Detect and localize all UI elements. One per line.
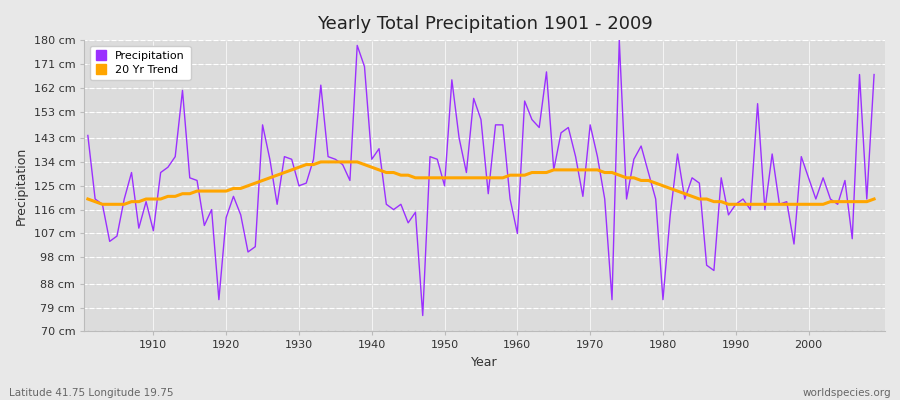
Precipitation bbox=[301, 181, 311, 186]
Precipitation bbox=[418, 313, 428, 318]
Precipitation bbox=[345, 178, 356, 183]
20 Yr Trend bbox=[868, 197, 879, 202]
X-axis label: Year: Year bbox=[472, 356, 498, 369]
Title: Yearly Total Precipitation 1901 - 2009: Yearly Total Precipitation 1901 - 2009 bbox=[317, 15, 652, 33]
Precipitation bbox=[519, 99, 530, 104]
Text: worldspecies.org: worldspecies.org bbox=[803, 388, 891, 398]
Y-axis label: Precipitation: Precipitation bbox=[15, 147, 28, 225]
Precipitation bbox=[614, 38, 625, 42]
20 Yr Trend bbox=[526, 170, 537, 175]
20 Yr Trend bbox=[83, 197, 94, 202]
Precipitation bbox=[83, 133, 94, 138]
Precipitation bbox=[512, 231, 523, 236]
Text: Latitude 41.75 Longitude 19.75: Latitude 41.75 Longitude 19.75 bbox=[9, 388, 174, 398]
20 Yr Trend bbox=[97, 202, 108, 207]
20 Yr Trend bbox=[359, 162, 370, 167]
20 Yr Trend bbox=[614, 173, 625, 178]
Line: 20 Yr Trend: 20 Yr Trend bbox=[88, 162, 874, 204]
20 Yr Trend bbox=[519, 173, 530, 178]
Precipitation bbox=[607, 297, 617, 302]
Line: Precipitation: Precipitation bbox=[88, 40, 874, 316]
20 Yr Trend bbox=[315, 160, 326, 164]
20 Yr Trend bbox=[308, 162, 319, 167]
Legend: Precipitation, 20 Yr Trend: Precipitation, 20 Yr Trend bbox=[90, 46, 191, 80]
Precipitation bbox=[140, 199, 151, 204]
20 Yr Trend bbox=[148, 197, 158, 202]
Precipitation bbox=[868, 72, 879, 77]
